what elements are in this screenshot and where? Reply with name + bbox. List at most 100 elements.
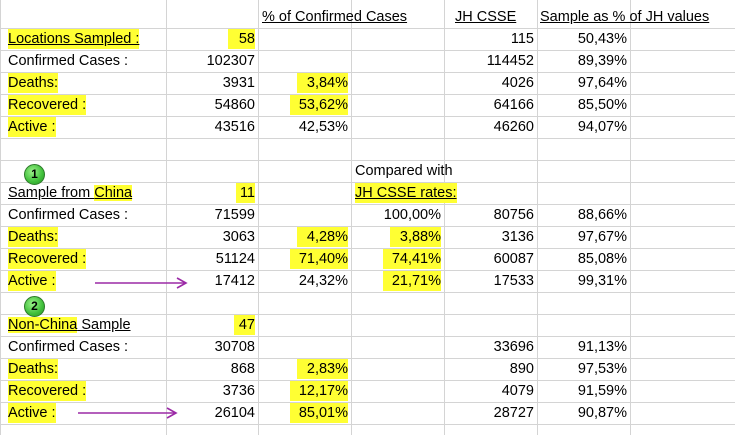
s2-active-sample: 99,31% (577, 273, 627, 289)
s2-deaths-value: 3063 (222, 229, 255, 245)
grid-line (0, 0, 1, 435)
s3-deaths-jh: 890 (509, 361, 534, 377)
s3-confirmed-jh: 33696 (493, 339, 534, 355)
non-china-sample-title-hl: Non-China (8, 317, 78, 333)
grid-line (0, 358, 735, 359)
s3-deaths-sample: 97,53% (577, 361, 627, 377)
s1-active-sample: 94,07% (577, 119, 627, 135)
s1-deaths-pct: 3,84% (297, 73, 348, 93)
grid-line (0, 380, 735, 381)
grid-line (630, 0, 631, 435)
s1-deaths-jh: 4026 (501, 75, 534, 91)
s2-active-value: 17412 (214, 273, 255, 289)
grid-line (0, 424, 735, 425)
badge-1-icon: 1 (24, 164, 45, 185)
s1-recovered-pct: 53,62% (290, 95, 348, 115)
s2-recovered-jh-rate: 74,41% (383, 249, 441, 269)
china-sample-title-pre: Sample from (8, 185, 95, 201)
s3-active-sample: 90,87% (577, 405, 627, 421)
grid-line (0, 270, 735, 271)
locations-sample-pct: 50,43% (577, 31, 627, 47)
grid-line (0, 402, 735, 403)
s2-confirmed-label: Confirmed Cases : (8, 207, 129, 223)
s3-deaths-label: Deaths: (8, 359, 58, 379)
locations-jh-value: 115 (510, 31, 534, 47)
s2-active-jh: 17533 (493, 273, 534, 289)
header-sample-pct: Sample as % of JH values (540, 9, 710, 25)
grid-line (0, 116, 735, 117)
non-china-sample-title: Non-China Sample (8, 315, 131, 335)
locations-sampled-value: 58 (228, 29, 255, 49)
grid-line (0, 226, 735, 227)
s2-deaths-label: Deaths: (8, 227, 58, 247)
s3-confirmed-label: Confirmed Cases : (8, 339, 129, 355)
grid-line (0, 160, 735, 161)
grid-line (0, 292, 735, 293)
s1-deaths-value: 3931 (222, 75, 255, 91)
s3-active-jh: 28727 (493, 405, 534, 421)
grid-line (444, 0, 445, 435)
s3-active-label: Active : (8, 403, 56, 423)
s2-deaths-jh: 3136 (501, 229, 534, 245)
china-sample-title: Sample from China (8, 183, 133, 203)
grid-line (351, 0, 352, 435)
s3-recovered-jh: 4079 (501, 383, 534, 399)
s3-active-pct: 85,01% (290, 403, 348, 423)
s1-active-pct: 42,53% (298, 119, 348, 135)
header-pct-confirmed: % of Confirmed Cases (262, 9, 408, 25)
s3-active-value: 26104 (214, 405, 255, 421)
s1-confirmed-value: 102307 (206, 53, 255, 69)
s3-recovered-sample: 91,59% (577, 383, 627, 399)
grid-line (166, 0, 167, 435)
grid-line (0, 182, 735, 183)
right-arrow-icon (78, 407, 178, 419)
s3-confirmed-value: 30708 (214, 339, 255, 355)
right-arrow-icon (95, 277, 188, 289)
non-china-sample-title-post: Sample (77, 317, 131, 333)
s2-recovered-pct: 71,40% (290, 249, 348, 269)
s2-confirmed-jh: 80756 (493, 207, 534, 223)
s2-active-jh-rate: 21,71% (383, 271, 441, 291)
s1-recovered-sample: 85,50% (577, 97, 627, 113)
s3-deaths-pct: 2,83% (297, 359, 348, 379)
s2-active-label: Active : (8, 271, 56, 291)
grid-line (0, 138, 735, 139)
s3-confirmed-sample: 91,13% (577, 339, 627, 355)
s1-recovered-jh: 64166 (493, 97, 534, 113)
grid-line (0, 336, 735, 337)
grid-line (0, 248, 735, 249)
s2-recovered-jh: 60087 (493, 251, 534, 267)
header-jh-csse: JH CSSE (455, 9, 517, 25)
grid-line (0, 50, 735, 51)
s3-recovered-value: 3736 (222, 383, 255, 399)
s2-confirmed-jh-rate: 100,00% (383, 207, 441, 223)
grid-line (0, 204, 735, 205)
s2-confirmed-value: 71599 (214, 207, 255, 223)
s1-active-jh: 46260 (493, 119, 534, 135)
s1-active-value: 43516 (214, 119, 255, 135)
non-china-sample-value: 47 (234, 315, 255, 335)
s1-deaths-sample: 97,64% (577, 75, 627, 91)
s3-recovered-pct: 12,17% (290, 381, 348, 401)
compared-with-label: Compared with (355, 163, 453, 179)
s1-confirmed-sample: 89,39% (577, 53, 627, 69)
s2-recovered-value: 51124 (215, 251, 255, 267)
s1-confirmed-jh: 114452 (486, 53, 534, 69)
grid-line (537, 0, 538, 435)
grid-line (258, 0, 259, 435)
s1-confirmed-label: Confirmed Cases : (8, 53, 129, 69)
china-sample-title-hl: China (94, 185, 133, 201)
s3-deaths-value: 868 (230, 361, 255, 377)
s2-confirmed-sample: 88,66% (577, 207, 627, 223)
s2-deaths-pct: 4,28% (297, 227, 348, 247)
s2-active-pct: 24,32% (298, 273, 348, 289)
grid-line (0, 94, 735, 95)
s2-deaths-sample: 97,67% (577, 229, 627, 245)
locations-sampled-label: Locations Sampled : (8, 29, 140, 49)
s2-recovered-label: Recovered : (8, 249, 87, 269)
s2-deaths-jh-rate: 3,88% (390, 227, 441, 247)
s1-recovered-value: 54860 (214, 97, 255, 113)
s1-recovered-label: Recovered : (8, 95, 87, 115)
s2-recovered-sample: 85,08% (577, 251, 627, 267)
